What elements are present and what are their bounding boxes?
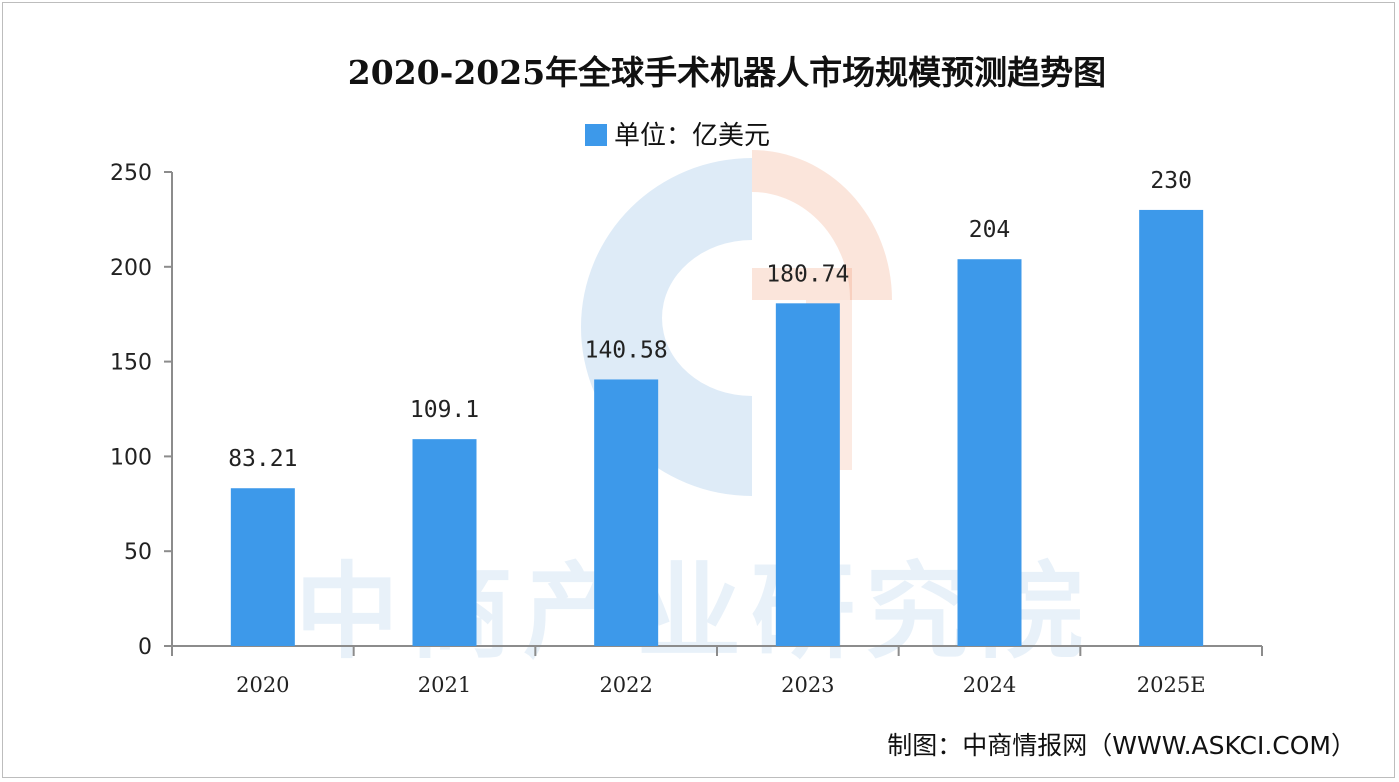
legend-label: 单位：亿美元 bbox=[614, 121, 770, 151]
x-tick-label-1: 2021 bbox=[418, 673, 471, 697]
chart-title: 2020-2025年全球手术机器人市场规模预测趋势图 bbox=[348, 53, 1106, 92]
y-tick-label-1: 50 bbox=[124, 540, 152, 565]
bar-2021 bbox=[412, 439, 477, 646]
y-axis: 0 50 100 150 200 250 bbox=[110, 161, 172, 660]
watermark-logo-orange-arc bbox=[752, 150, 892, 300]
bar-2025E bbox=[1139, 209, 1204, 647]
data-label-2023: 180.74 bbox=[766, 261, 849, 287]
data-label-2025E: 230 bbox=[1150, 168, 1192, 194]
x-axis: 2020 2021 2022 2023 2024 2025E bbox=[171, 646, 1263, 697]
y-tick-label-5: 250 bbox=[110, 161, 152, 186]
y-tick-label-3: 150 bbox=[110, 351, 152, 376]
legend-swatch bbox=[585, 124, 607, 146]
x-tick-label-5: 2025E bbox=[1137, 673, 1206, 697]
x-tick-label-0: 2020 bbox=[236, 673, 289, 697]
data-label-2024: 204 bbox=[969, 217, 1011, 243]
data-label-2022: 140.58 bbox=[585, 337, 668, 363]
x-tick-label-4: 2024 bbox=[963, 673, 1016, 697]
legend: 单位：亿美元 bbox=[585, 121, 770, 151]
bar-2022 bbox=[594, 379, 659, 646]
data-label-2021: 109.1 bbox=[410, 397, 479, 423]
bar-2020 bbox=[230, 488, 295, 646]
watermark-logo-orange-bar bbox=[752, 268, 852, 300]
data-label-2020: 83.21 bbox=[228, 446, 297, 472]
bar-2024 bbox=[957, 259, 1022, 646]
source-note: 制图：中商情报网（WWW.ASKCI.COM） bbox=[887, 731, 1356, 760]
bar-2023 bbox=[775, 303, 840, 646]
x-tick-label-3: 2023 bbox=[781, 673, 834, 697]
y-tick-label-4: 200 bbox=[110, 256, 152, 281]
data-labels: 83.21 109.1 140.58 180.74 204 230 bbox=[228, 168, 1192, 472]
y-tick-label-2: 100 bbox=[110, 445, 152, 470]
bars bbox=[230, 209, 1204, 647]
y-tick-label-0: 0 bbox=[138, 635, 152, 660]
x-tick-label-2: 2022 bbox=[599, 673, 652, 697]
